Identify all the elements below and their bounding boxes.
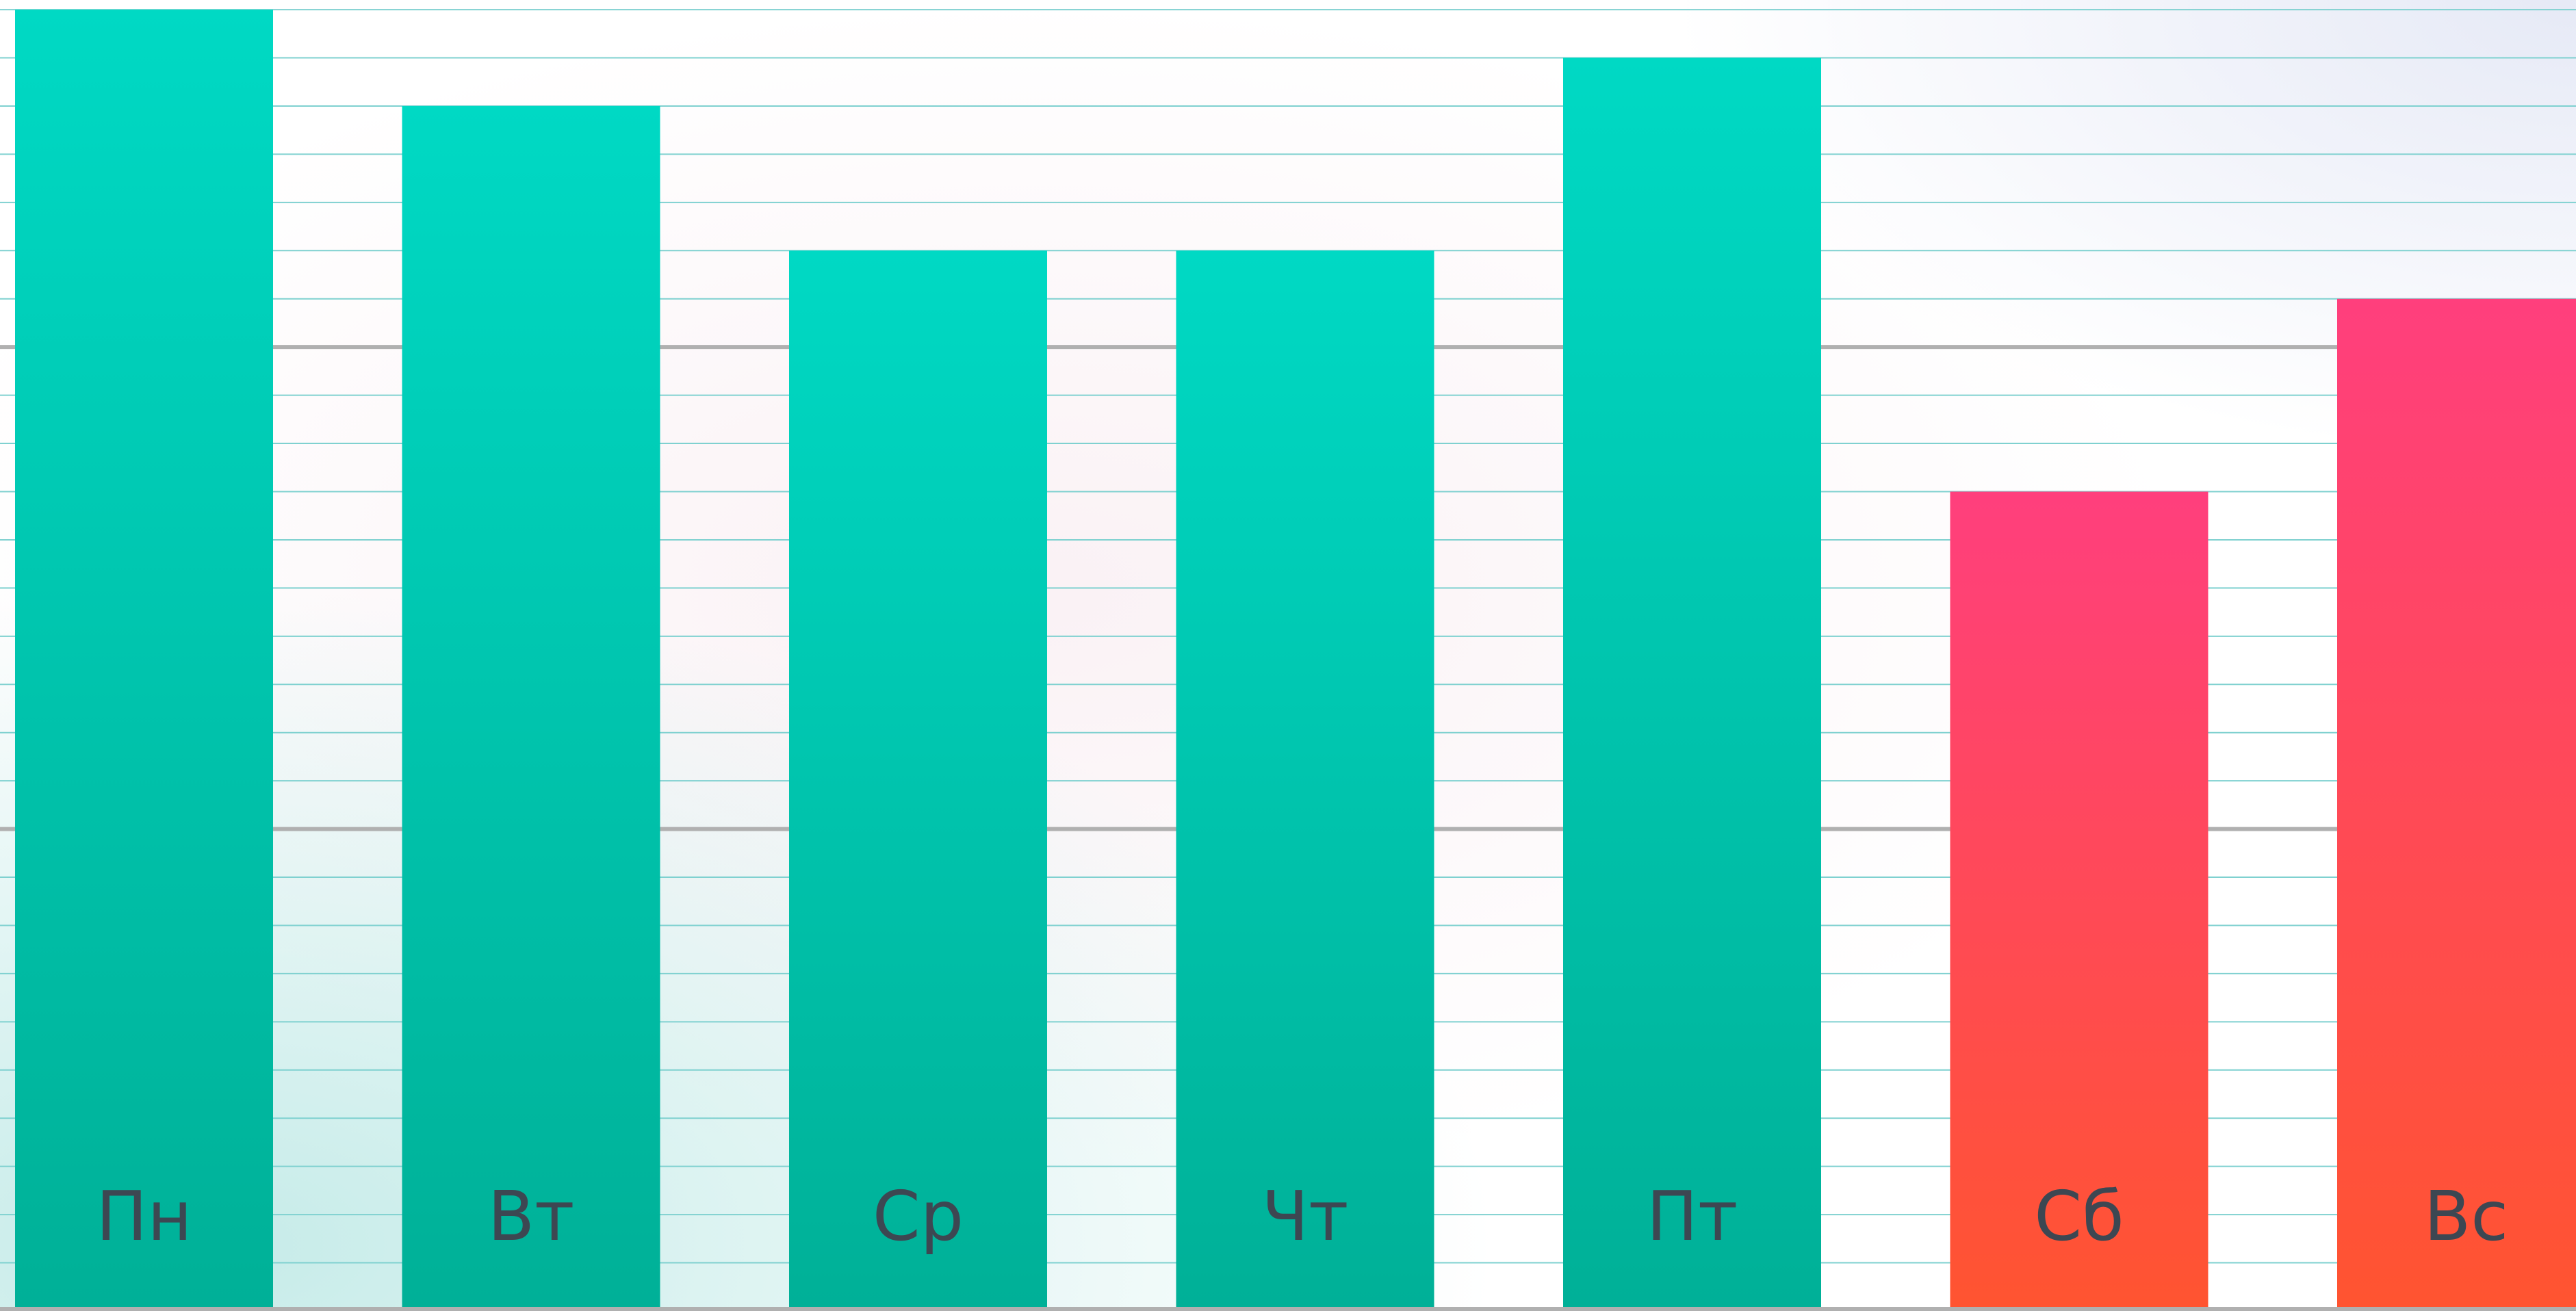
x-tick-label: Пн: [96, 1176, 192, 1256]
x-tick-label: Чт: [1262, 1176, 1349, 1256]
bar-2: [789, 250, 1047, 1311]
x-tick-label: Вс: [2424, 1176, 2509, 1256]
bar-0: [15, 10, 273, 1311]
bar-4: [1563, 57, 1821, 1311]
bar-1: [402, 105, 660, 1311]
bars: [15, 10, 2576, 1311]
x-tick-label: Вт: [488, 1176, 575, 1256]
x-axis-tick-labels: Пн Вт Ср Чт Пт Сб Вс: [96, 1176, 2508, 1256]
x-tick-label: Сб: [2034, 1176, 2124, 1256]
bar-3: [1176, 250, 1434, 1311]
x-tick-label: Ср: [873, 1176, 964, 1256]
x-tick-label: Пт: [1647, 1176, 1738, 1256]
bar-6: [2337, 298, 2576, 1311]
bar-5: [1950, 491, 2208, 1311]
